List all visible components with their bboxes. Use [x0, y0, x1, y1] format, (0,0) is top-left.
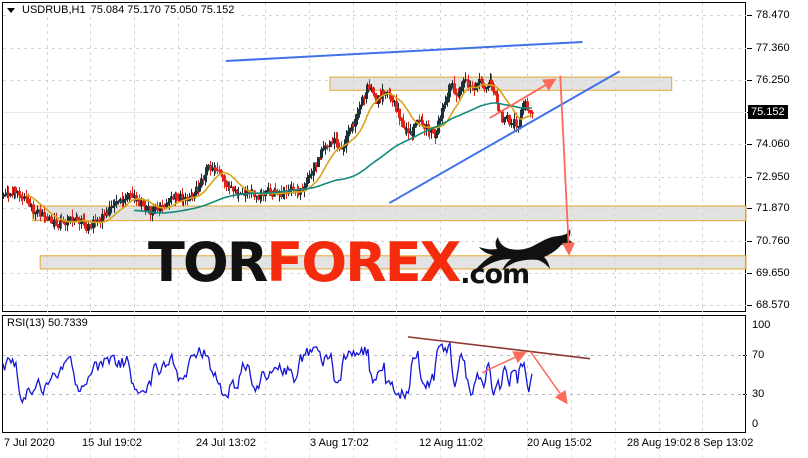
current-price-badge: 75.152	[748, 105, 788, 120]
watermark-tor: TOR	[148, 231, 268, 294]
grid-lines	[3, 3, 746, 458]
price-axis-label: 76.250	[756, 74, 790, 87]
price-axis-label: 71.870	[756, 202, 790, 215]
rsi-axis-label: 100	[752, 319, 771, 331]
time-axis-label: 20 Aug 15:02	[527, 437, 592, 449]
price-panel-frame	[2, 2, 746, 312]
price-axis-tick	[747, 15, 752, 16]
time-axis-label: 12 Aug 11:02	[419, 437, 484, 449]
symbol-label: USDRUB,H1	[22, 4, 86, 16]
resistance-zone-upper	[329, 76, 673, 91]
price-axis-label: 74.060	[756, 138, 790, 151]
time-axis-label: 7 Jul 2020	[4, 437, 55, 449]
channel-upper	[225, 40, 583, 62]
support-zone-lower	[39, 255, 747, 270]
price-zones	[32, 76, 747, 270]
price-axis-tick	[747, 305, 752, 306]
time-axis-label: 15 Jul 19:02	[82, 437, 142, 449]
torforex-watermark: TOR FOREX .com	[148, 231, 530, 294]
ohlc-values: 75.084 75.170 75.050 75.152	[90, 4, 235, 16]
price-axis-label: 69.650	[756, 267, 790, 280]
watermark-forex: FOREX	[266, 231, 461, 294]
rsi-indicator-label: RSI(13) 50.7339	[7, 317, 92, 329]
support-zone-mid	[32, 205, 747, 222]
price-axis-tick	[747, 208, 752, 209]
price-axis-tick	[747, 80, 752, 81]
price-axis-tick	[747, 177, 752, 178]
time-axis-label: 3 Aug 17:02	[310, 437, 369, 449]
rsi-resistance	[407, 336, 591, 360]
candlestick-series	[1, 72, 534, 234]
rsi-axis-label: 30	[752, 388, 765, 401]
rsi-axis-label: 0	[752, 418, 759, 430]
price-axis-tick	[747, 144, 752, 145]
price-axis-label: 68.570	[756, 299, 790, 311]
price-trendlines	[225, 40, 621, 204]
rsi-arrow-up	[481, 351, 527, 374]
channel-lower	[388, 70, 621, 204]
triangle-down-icon[interactable]	[7, 7, 15, 13]
time-axis-label: 8 Sep 13:02	[694, 437, 754, 449]
time-axis-label: 24 Jul 13:02	[196, 437, 256, 449]
ma-fast-line	[25, 83, 533, 224]
price-axis-tick	[747, 241, 752, 242]
price-axis-label: 72.950	[756, 170, 790, 183]
rsi-axis-tick	[743, 394, 747, 395]
rsi-arrow-down	[529, 351, 568, 405]
rsi-panel-frame	[2, 315, 746, 433]
time-axis-label: 28 Aug 19:02	[627, 437, 692, 449]
price-axis-label: 77.360	[756, 41, 790, 54]
quote-bar[interactable]: USDRUB,H1 75.084 75.170 75.050 75.152	[7, 3, 239, 17]
price-axis-label: 70.760	[756, 234, 790, 247]
rsi-axis-label: 70	[752, 348, 765, 361]
rsi-axis-tick	[743, 355, 747, 356]
arrow-up	[489, 78, 557, 119]
bull-logo-icon	[477, 229, 573, 273]
price-axis-label: 78.470	[756, 9, 790, 21]
price-axis-tick	[747, 48, 752, 49]
ma-slow-line	[133, 102, 533, 214]
price-axis-tick	[747, 273, 752, 274]
rsi-line	[2, 341, 533, 405]
